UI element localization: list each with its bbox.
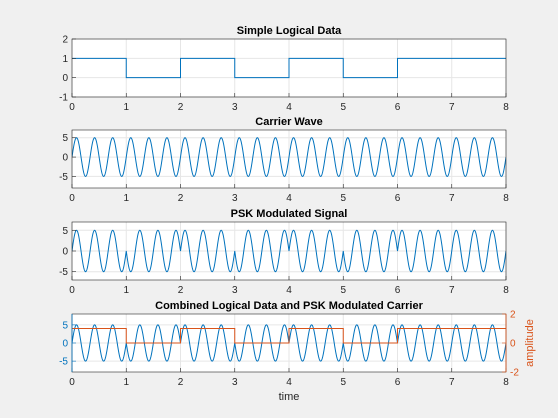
- x-tick-label: 8: [503, 285, 509, 296]
- x-tick-label: 6: [395, 285, 401, 296]
- x-tick-label: 5: [340, 377, 346, 388]
- x-tick-label: 2: [178, 285, 184, 296]
- x-tick-label: 1: [123, 285, 129, 296]
- x-tick-label: 5: [340, 102, 346, 113]
- x-tick-label: 6: [395, 193, 401, 204]
- series-2-line: [72, 328, 506, 344]
- right-axis-label: amplitude: [524, 319, 536, 367]
- x-tick-label: 1: [123, 102, 129, 113]
- x-tick-label: 7: [449, 102, 455, 113]
- x-tick-label: 5: [340, 285, 346, 296]
- x-axis-label: time: [279, 391, 300, 403]
- x-tick-label: 5: [340, 193, 346, 204]
- x-tick-label: 1: [123, 193, 129, 204]
- chart-title: Combined Logical Data and PSK Modulated …: [155, 300, 423, 312]
- x-tick-label: 2: [178, 193, 184, 204]
- x-tick-label: 3: [232, 377, 238, 388]
- y-tick-label: 0: [62, 153, 68, 164]
- y-tick-label: 5: [62, 320, 68, 331]
- series-1-line: [72, 229, 506, 273]
- x-tick-label: 3: [232, 285, 238, 296]
- y-tick-label: 2: [62, 35, 68, 46]
- x-tick-label: 4: [286, 193, 292, 204]
- y-tick-label: 0: [62, 339, 68, 350]
- series-1-line: [72, 57, 506, 79]
- x-tick-label: 2: [178, 102, 184, 113]
- chart-title: PSK Modulated Signal: [231, 208, 348, 220]
- y-tick-label: 5: [62, 226, 68, 237]
- x-tick-label: 4: [286, 285, 292, 296]
- x-tick-label: 4: [286, 377, 292, 388]
- right-tick-label: 0: [510, 339, 516, 350]
- series-1-line: [72, 137, 506, 177]
- y-tick-label: 5: [62, 133, 68, 144]
- x-tick-label: 3: [232, 193, 238, 204]
- x-tick-label: 7: [449, 377, 455, 388]
- y-tick-label: -5: [59, 357, 68, 368]
- x-tick-label: 3: [232, 102, 238, 113]
- right-tick-label: 2: [510, 310, 516, 321]
- y-tick-label: -5: [59, 267, 68, 278]
- y-tick-label: -5: [59, 172, 68, 183]
- x-tick-label: 8: [503, 193, 509, 204]
- y-tick-label: 0: [62, 73, 68, 84]
- x-tick-label: 6: [395, 377, 401, 388]
- y-tick-label: 1: [62, 54, 68, 65]
- chart-title: Carrier Wave: [255, 116, 322, 128]
- y-tick-label: 0: [62, 247, 68, 258]
- x-tick-label: 2: [178, 377, 184, 388]
- x-tick-label: 1: [123, 377, 129, 388]
- x-tick-label: 0: [69, 377, 75, 388]
- x-tick-label: 4: [286, 102, 292, 113]
- x-tick-label: 8: [503, 102, 509, 113]
- chart-title: Simple Logical Data: [237, 25, 342, 37]
- x-tick-label: 0: [69, 285, 75, 296]
- x-tick-label: 7: [449, 285, 455, 296]
- x-tick-label: 0: [69, 193, 75, 204]
- x-tick-label: 8: [503, 377, 509, 388]
- y-tick-label: -1: [59, 93, 68, 104]
- right-tick-label: -2: [510, 368, 519, 379]
- x-tick-label: 0: [69, 102, 75, 113]
- x-tick-label: 7: [449, 193, 455, 204]
- x-tick-label: 6: [395, 102, 401, 113]
